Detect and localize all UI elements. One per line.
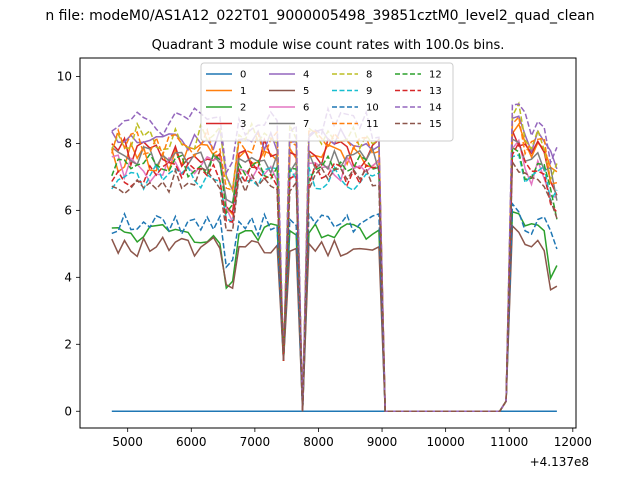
x-tick-label: 5000 bbox=[112, 435, 143, 449]
x-tick-label: 6000 bbox=[176, 435, 207, 449]
legend-label-2: 2 bbox=[240, 103, 246, 114]
series-line-12 bbox=[111, 146, 558, 413]
legend-label-6: 6 bbox=[303, 103, 309, 114]
y-tick-label: 4 bbox=[64, 270, 72, 284]
series-line-5 bbox=[111, 224, 558, 413]
axes-frame bbox=[79, 57, 577, 429]
legend-box bbox=[200, 62, 454, 142]
legend-label-10: 10 bbox=[366, 103, 379, 114]
legend-label-14: 14 bbox=[429, 103, 442, 114]
series-line-3 bbox=[111, 130, 558, 413]
y-tick-label: 2 bbox=[64, 337, 72, 351]
series-line-13 bbox=[111, 141, 558, 413]
y-tick-label: 0 bbox=[64, 404, 72, 418]
legend-label-12: 12 bbox=[429, 70, 442, 81]
legend-label-5: 5 bbox=[303, 86, 309, 97]
legend-label-9: 9 bbox=[366, 86, 372, 97]
legend-label-8: 8 bbox=[366, 70, 372, 81]
chart-title: Quadrant 3 module wise count rates with … bbox=[152, 38, 505, 53]
legend-label-13: 13 bbox=[429, 86, 442, 97]
y-tick-label: 6 bbox=[64, 203, 72, 217]
legend-label-4: 4 bbox=[303, 70, 309, 81]
series-line-10 bbox=[111, 201, 558, 413]
y-tick-label: 10 bbox=[57, 69, 72, 83]
y-tick-label: 8 bbox=[64, 136, 72, 150]
x-tick-label: 10000 bbox=[427, 435, 465, 449]
x-tick-label: 11000 bbox=[490, 435, 528, 449]
figure-suptitle: n file: modeM0/AS1A12_022T01_9000005498_… bbox=[45, 8, 594, 24]
x-offset-label: +4.137e8 bbox=[530, 455, 589, 469]
x-tick-label: 9000 bbox=[367, 435, 398, 449]
series-line-11 bbox=[111, 115, 558, 413]
x-tick-label: 7000 bbox=[240, 435, 271, 449]
series-line-4 bbox=[111, 115, 558, 413]
x-tick-label: 12000 bbox=[554, 435, 592, 449]
plot-area bbox=[111, 101, 558, 413]
legend-label-3: 3 bbox=[240, 119, 246, 130]
legend-label-15: 15 bbox=[429, 119, 442, 130]
x-tick-label: 8000 bbox=[303, 435, 334, 449]
series-line-9 bbox=[111, 154, 558, 413]
legend-label-0: 0 bbox=[240, 70, 246, 81]
legend-label-11: 11 bbox=[366, 119, 379, 130]
series-line-15 bbox=[111, 159, 558, 413]
axis-ticks: 5000 6000 7000 8000 9000 10000 11000 12000 0 2 4 6 8… bbox=[57, 69, 592, 449]
legend-label-1: 1 bbox=[240, 86, 246, 97]
legend-label-7: 7 bbox=[303, 119, 309, 130]
